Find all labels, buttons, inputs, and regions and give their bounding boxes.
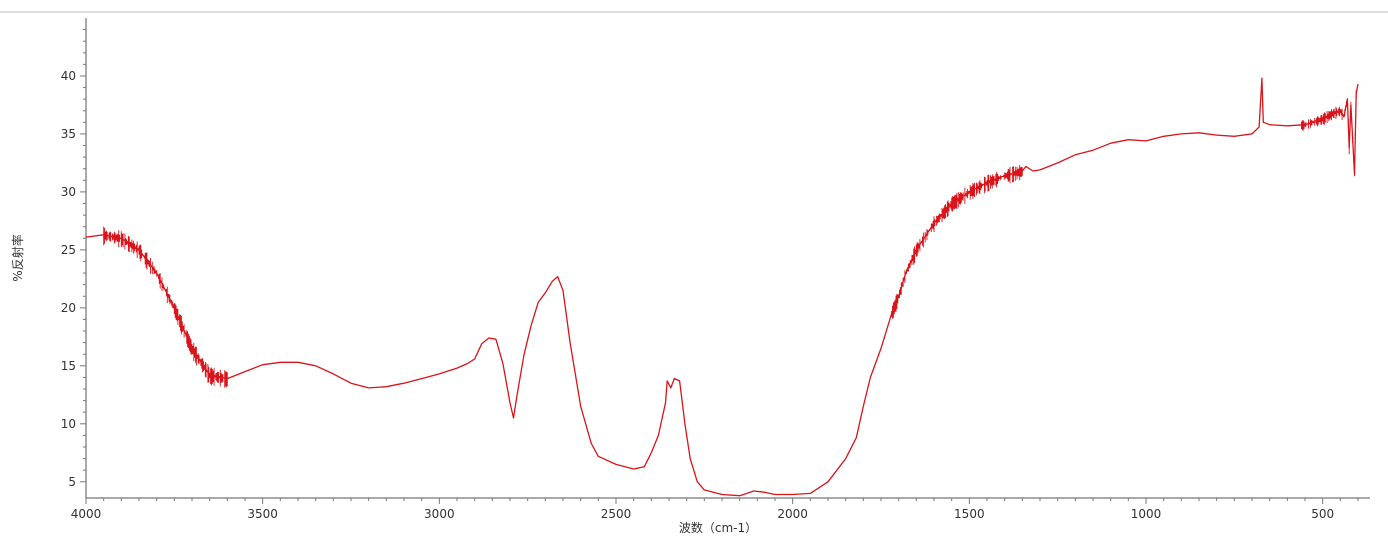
x-tick-label: 1500: [954, 507, 985, 521]
y-tick-label: 10: [61, 417, 76, 431]
y-tick-label: 20: [61, 301, 76, 315]
spectrum-noise-0: [103, 89, 1357, 388]
y-tick-label: 30: [61, 185, 76, 199]
y-tick-label: 40: [61, 69, 76, 83]
x-axis-title: 波数（cm-1）: [679, 520, 757, 535]
plot-area: [85, 77, 1359, 497]
y-tick-label: 25: [61, 243, 76, 257]
x-tick-label: 4000: [71, 507, 102, 521]
x-tick-label: 2500: [601, 507, 632, 521]
x-tick-label: 3500: [247, 507, 278, 521]
axes: 4000 3500 3000 2500 2000 1500 1000 500 5 10 15 20 25…: [61, 18, 1370, 521]
spectrum-line-0: [85, 77, 1359, 497]
y-tick-label: 15: [61, 359, 76, 373]
x-tick-label: 500: [1311, 507, 1334, 521]
x-tick-label: 1000: [1131, 507, 1162, 521]
y-tick-label: 5: [68, 475, 76, 489]
y-axis-title: %反射率: [10, 234, 25, 281]
x-tick-label: 2000: [777, 507, 808, 521]
y-tick-label: 35: [61, 127, 76, 141]
x-tick-label: 3000: [424, 507, 455, 521]
